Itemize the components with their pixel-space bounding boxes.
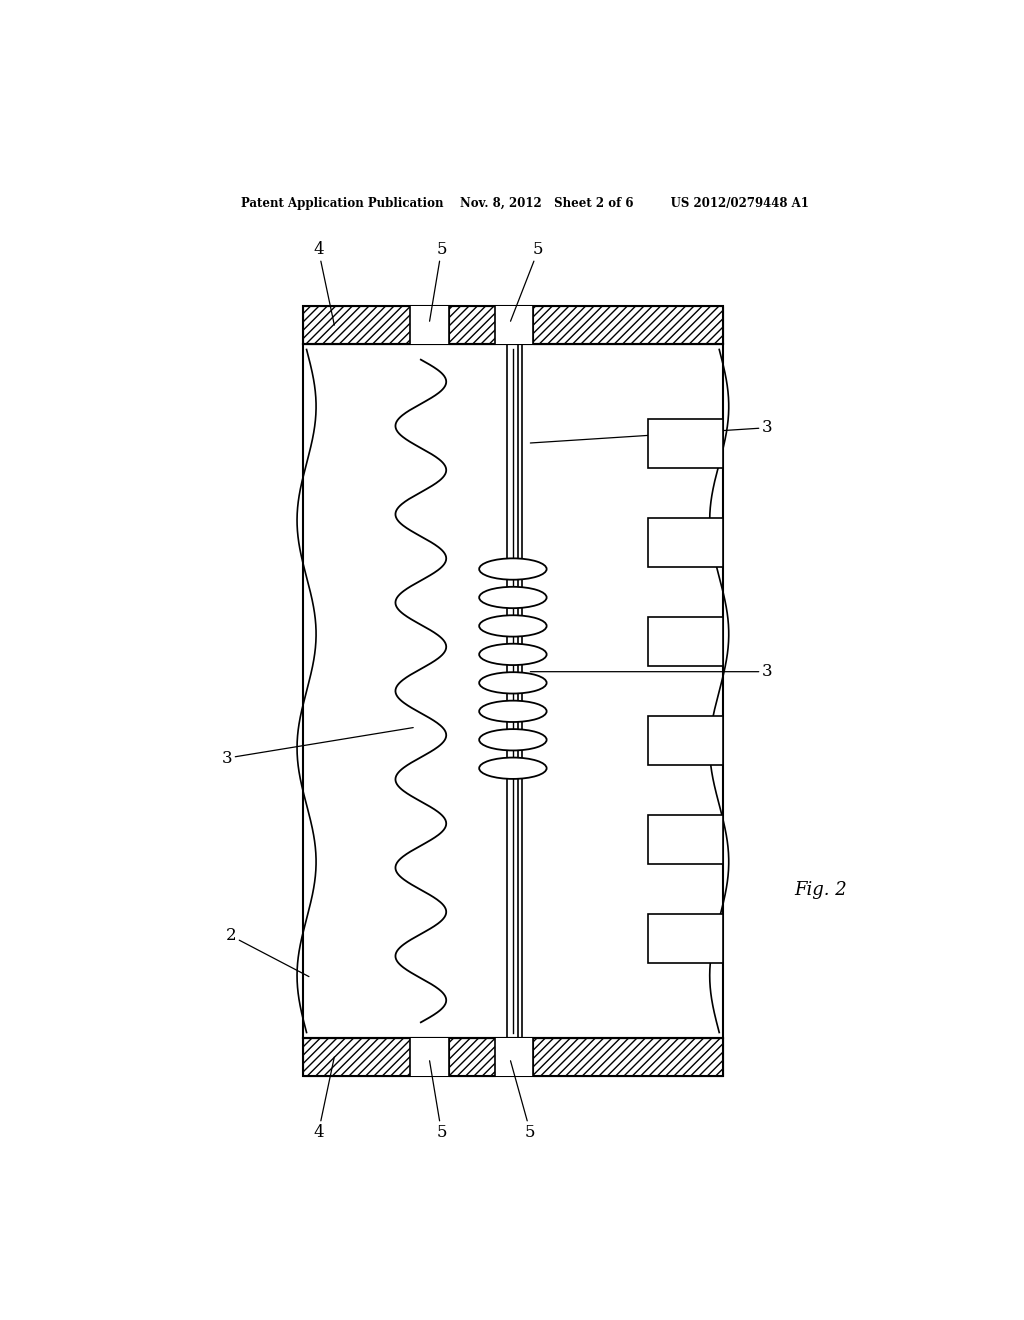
- Bar: [648, 915, 723, 964]
- Ellipse shape: [479, 701, 547, 722]
- Bar: [648, 616, 723, 665]
- Bar: [450, 1038, 495, 1076]
- Bar: [410, 1038, 450, 1076]
- Text: 5: 5: [511, 1061, 536, 1140]
- Bar: [303, 306, 723, 345]
- Bar: [410, 306, 450, 345]
- Text: 4: 4: [313, 242, 334, 325]
- Bar: [648, 816, 723, 863]
- Text: 4: 4: [313, 1057, 334, 1140]
- Bar: [532, 1038, 723, 1076]
- Ellipse shape: [479, 644, 547, 665]
- Bar: [303, 1038, 723, 1076]
- Ellipse shape: [479, 672, 547, 693]
- Text: 2: 2: [226, 928, 309, 977]
- Bar: [495, 1038, 532, 1076]
- Text: Patent Application Publication    Nov. 8, 2012   Sheet 2 of 6         US 2012/02: Patent Application Publication Nov. 8, 2…: [241, 197, 809, 210]
- Bar: [495, 306, 532, 345]
- Bar: [532, 306, 723, 345]
- Text: 3: 3: [222, 727, 414, 767]
- Ellipse shape: [479, 758, 547, 779]
- Ellipse shape: [479, 558, 547, 579]
- Text: 5: 5: [511, 242, 544, 321]
- Text: Fig. 2: Fig. 2: [795, 882, 848, 899]
- Bar: [303, 1038, 410, 1076]
- Ellipse shape: [479, 729, 547, 751]
- Bar: [450, 306, 495, 345]
- Ellipse shape: [479, 587, 547, 609]
- Text: 5: 5: [430, 1061, 446, 1140]
- Bar: [303, 306, 410, 345]
- Text: 3: 3: [530, 420, 772, 444]
- Bar: [648, 517, 723, 566]
- Bar: [648, 717, 723, 764]
- Text: 3: 3: [530, 663, 772, 680]
- Bar: [648, 418, 723, 467]
- Ellipse shape: [479, 615, 547, 636]
- Text: 5: 5: [430, 242, 446, 321]
